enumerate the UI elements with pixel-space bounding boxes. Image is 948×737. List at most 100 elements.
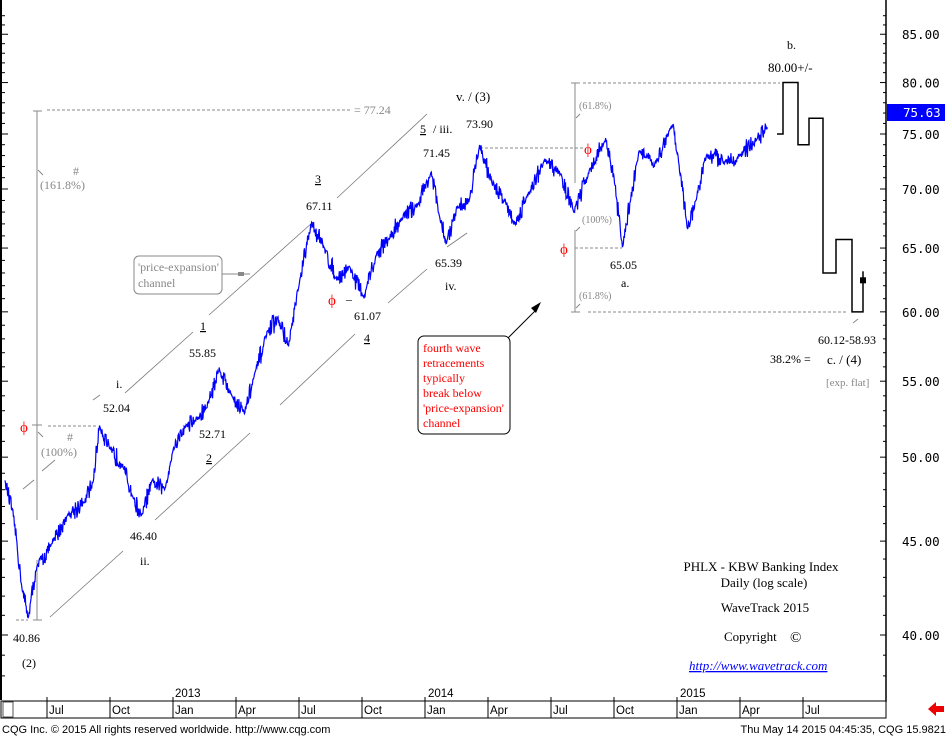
copyright-label: Copyright (724, 629, 777, 644)
x-tick-label: Jul (553, 705, 568, 717)
chart-title: PHLX - KBW Banking Index (683, 559, 839, 574)
year-label: 2014 (428, 688, 454, 700)
last-price-label: 75.63 (903, 105, 941, 120)
x-tick-label: Apr (238, 705, 256, 717)
price-label: 52.71 (199, 427, 226, 441)
fib-100-right-label: (100%) (582, 215, 612, 226)
x-axis: Jul Oct Jan Apr Jul Oct Jan Apr Jul Oct Jan Apr Jul (46, 697, 820, 718)
price-label: 52.04 (103, 401, 130, 415)
footer-copyright: CQG Inc. © 2015 All rights reserved worl… (2, 724, 330, 736)
fib-target-label: = 77.24 (354, 103, 391, 117)
wave-label: v. / (3) (456, 89, 490, 104)
hash-label: # (73, 164, 79, 178)
x-tick-label: Jan (175, 705, 194, 717)
wave-label: 4 (364, 331, 370, 345)
wave-label: (2) (22, 656, 36, 670)
y-tick-label: 60.00 (902, 305, 940, 320)
wave-labels: 40.86 (2) i. 52.04 46.40 ii. 1 55.85 52.… (13, 38, 876, 670)
time-axis[interactable] (0, 700, 887, 719)
y-tick-label: 75.00 (902, 127, 940, 142)
phi-icon: ϕ (20, 420, 28, 436)
price-label: 73.90 (466, 117, 493, 131)
last-price-badge (887, 104, 945, 121)
y-tick-label: 80.00 (902, 76, 940, 91)
wave-label: iv. (445, 279, 457, 293)
price-label: 55.85 (189, 346, 216, 360)
x-tick-label: Jul (49, 705, 64, 717)
phi-icon: ϕ (584, 142, 592, 158)
x-tick-label: Jul (301, 705, 316, 717)
wave-label: 2 (206, 451, 212, 465)
x-tick-label: Apr (742, 705, 760, 717)
copyright-icon: © (790, 630, 801, 646)
wave-label: 5 (420, 122, 426, 136)
callout-text: 'price-expansion' (138, 260, 219, 274)
y-axis: 85.00 80.00 75.00 70.00 65.00 60.00 55.00 50.00… (880, 15, 940, 677)
fib-100-label: (100%) (41, 445, 77, 459)
wave-label: c. / (4) (827, 352, 861, 367)
wave-label: / iii. (433, 122, 452, 136)
price-label: 46.40 (130, 529, 157, 543)
scroll-handle[interactable] (2, 701, 14, 718)
chart-subtitle: Daily (log scale) (721, 575, 808, 590)
price-label: 80.00+/- (768, 60, 813, 75)
projection-path (777, 81, 866, 313)
hash-label: # (67, 430, 73, 444)
price-label: 71.45 (423, 146, 450, 160)
pattern-label: [exp. flat] (826, 377, 869, 389)
callout-line: 'price-expansion' (423, 401, 504, 415)
phi-dash: – (345, 292, 353, 306)
y-tick-label: 70.00 (902, 182, 940, 197)
projection-end-marker (860, 277, 866, 284)
wave-label: 3 (315, 172, 321, 186)
callout-line: break below (423, 386, 482, 400)
callout-line: channel (423, 416, 461, 430)
wave-label: a. (621, 276, 629, 290)
wave-label: ii. (140, 554, 150, 568)
wave-label: i. (116, 377, 122, 391)
x-tick-label: Jul (805, 705, 820, 717)
callout-arrow (507, 309, 537, 339)
left-axis-ticks (1, 15, 8, 677)
scroll-right-arrow-icon[interactable] (928, 702, 944, 716)
wave-label: 1 (200, 319, 206, 333)
price-label: 65.05 (610, 258, 637, 272)
price-series-line (4, 123, 768, 619)
fib-right (480, 82, 859, 324)
website-link[interactable]: http://www.wavetrack.com (689, 658, 827, 673)
callout-line: typically (423, 371, 465, 385)
callout-line: fourth wave (423, 341, 481, 355)
y-tick-label: 40.00 (902, 628, 940, 643)
x-tick-label: Oct (112, 705, 131, 717)
year-label: 2013 (175, 688, 201, 700)
callout-text: channel (138, 276, 176, 290)
price-label: 61.07 (354, 309, 381, 323)
channel-callout (133, 255, 223, 295)
x-tick-label: Jan (427, 705, 446, 717)
footer-timestamp: Thu May 14 2015 04:45:35, CQG 15.9821 (741, 724, 946, 736)
price-label: 60.12-58.93 (818, 333, 876, 347)
y-tick-label: 85.00 (902, 27, 940, 42)
fib-1618-label: (161.8%) (40, 178, 85, 192)
year-label: 2015 (680, 688, 706, 700)
x-tick-label: Oct (364, 705, 383, 717)
arrow-head-icon (238, 272, 244, 276)
fib-618-top-label: (61.8%) (579, 101, 612, 112)
callout-line: retracements (423, 356, 485, 370)
wave-label: b. (787, 38, 796, 52)
y-tick-label: 65.00 (902, 241, 940, 256)
arrow-head-icon (531, 302, 541, 313)
y-tick-label: 55.00 (902, 374, 940, 389)
price-label: 40.86 (13, 631, 40, 645)
phi-icon: ϕ (328, 293, 336, 309)
fib-618-bottom-label: (61.8%) (579, 291, 612, 302)
ratio-label: 38.2% = (770, 352, 811, 366)
price-label: 65.39 (435, 256, 462, 270)
price-expansion-channel (49, 113, 468, 618)
brand-label: WaveTrack 2015 (721, 600, 809, 615)
fourth-wave-callout (417, 335, 511, 435)
x-tick-label: Jan (679, 705, 698, 717)
y-tick-label: 50.00 (902, 450, 940, 465)
